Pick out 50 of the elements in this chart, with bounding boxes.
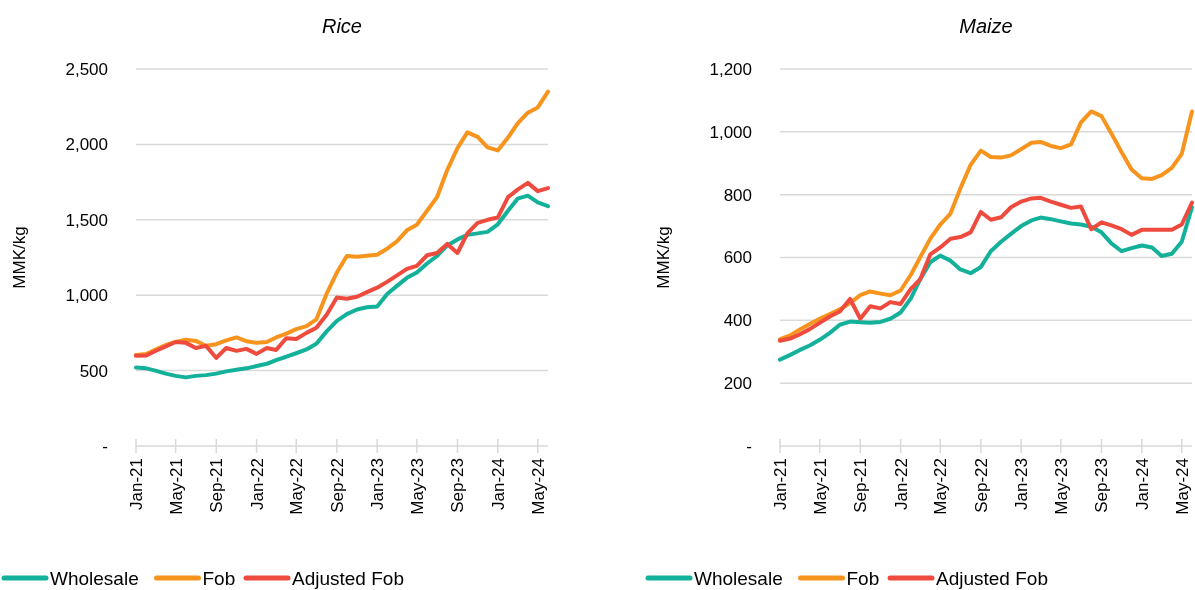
x-tick-label: Sep-22 bbox=[327, 458, 347, 513]
line-series bbox=[778, 109, 1194, 342]
y-tick-label: - bbox=[102, 436, 108, 456]
legend-label: Adjusted Fob bbox=[292, 567, 404, 589]
x-tick-label: Jan-22 bbox=[247, 458, 267, 510]
x-tick-label: May-23 bbox=[407, 458, 427, 515]
x-tick-label: Sep-22 bbox=[971, 458, 991, 513]
line-series bbox=[134, 193, 550, 380]
x-tick-label: Jan-21 bbox=[126, 458, 146, 510]
y-tick-label: - bbox=[746, 436, 752, 456]
legend-label: Wholesale bbox=[694, 567, 783, 589]
y-tick-label: 1,000 bbox=[709, 122, 752, 142]
line-series bbox=[778, 195, 1194, 343]
x-tick-label: Jan-21 bbox=[770, 458, 790, 510]
chart-title: Maize bbox=[959, 15, 1013, 37]
x-tick-label: Jan-23 bbox=[1012, 458, 1032, 510]
y-tick-label: 2,500 bbox=[65, 59, 108, 79]
legend-label: Fob bbox=[202, 567, 236, 589]
legend-label: Fob bbox=[846, 567, 880, 589]
x-tick-label: May-24 bbox=[1172, 458, 1192, 515]
y-tick-label: 200 bbox=[723, 374, 752, 394]
x-tick-label: May-22 bbox=[287, 458, 307, 515]
y-tick-label: 1,200 bbox=[709, 59, 752, 79]
x-tick-label: Sep-21 bbox=[207, 458, 227, 513]
x-tick-label: May-21 bbox=[166, 458, 186, 515]
y-tick-label: 600 bbox=[723, 248, 752, 268]
x-tick-label: Jan-22 bbox=[891, 458, 911, 510]
y-axis-title: MMK/kg bbox=[654, 226, 673, 289]
y-tick-label: 1,500 bbox=[65, 210, 108, 230]
x-tick-label: Sep-23 bbox=[448, 458, 468, 513]
x-tick-label: Sep-23 bbox=[1092, 458, 1112, 513]
y-axis-title: MMK/kg bbox=[10, 226, 29, 289]
y-tick-label: 2,000 bbox=[65, 135, 108, 155]
x-tick-label: May-22 bbox=[931, 458, 951, 515]
x-tick-label: May-23 bbox=[1051, 458, 1071, 515]
y-tick-label: 800 bbox=[723, 185, 752, 205]
x-tick-label: Jan-24 bbox=[488, 458, 508, 510]
line-series bbox=[134, 180, 550, 360]
x-tick-label: Jan-24 bbox=[1132, 458, 1152, 510]
x-tick-label: May-24 bbox=[528, 458, 548, 515]
legend-label: Wholesale bbox=[50, 567, 139, 589]
legend-label: Adjusted Fob bbox=[936, 567, 1048, 589]
y-tick-label: 500 bbox=[79, 361, 108, 381]
x-tick-label: Sep-21 bbox=[851, 458, 871, 513]
chart-title: Rice bbox=[321, 15, 363, 37]
y-tick-label: 1,000 bbox=[65, 286, 108, 306]
x-tick-label: Jan-23 bbox=[368, 458, 388, 510]
y-tick-label: 400 bbox=[723, 311, 752, 331]
line-series bbox=[778, 205, 1194, 362]
x-tick-label: May-21 bbox=[810, 458, 830, 515]
